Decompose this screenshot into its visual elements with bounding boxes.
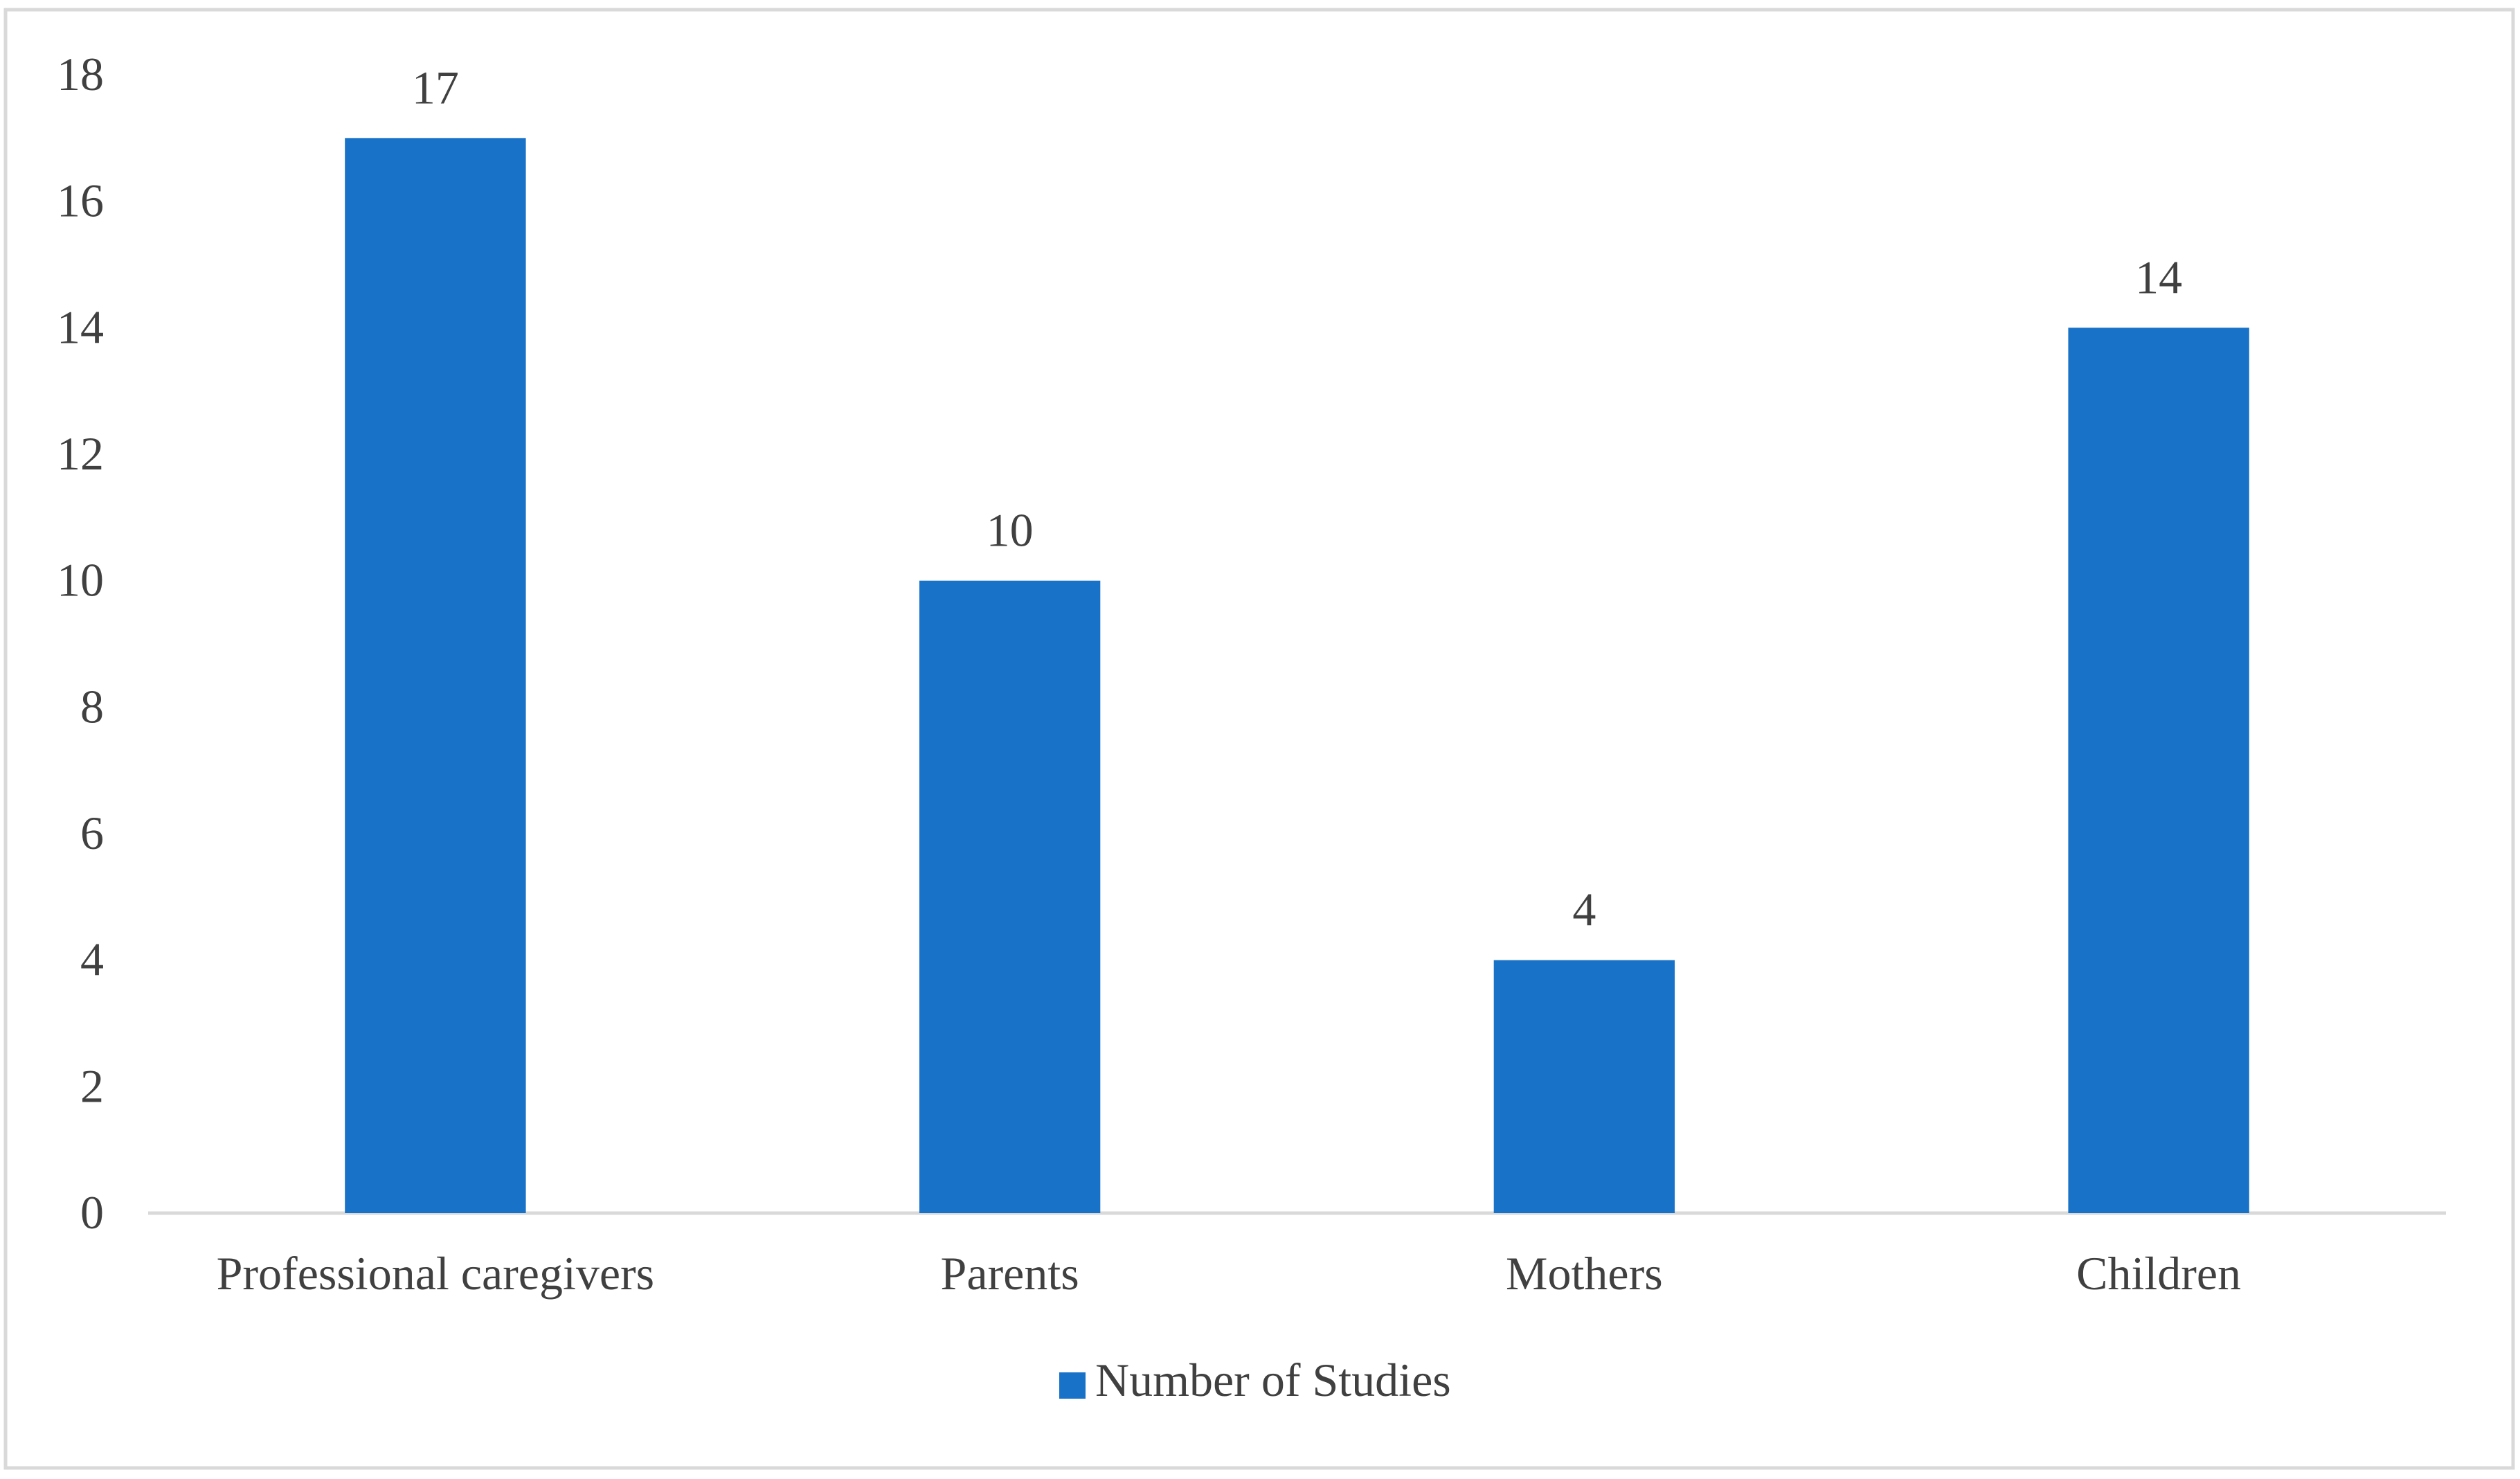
y-tick-label: 14 [57,301,104,353]
y-tick-label: 16 [57,174,104,227]
bar [2068,328,2249,1213]
legend-swatch [1059,1372,1086,1399]
data-label: 14 [2135,251,2182,303]
bar [345,138,526,1213]
y-axis-ticks: 0 2 4 6 8 10 12 14 16 18 [57,48,104,1239]
data-label: 10 [987,504,1034,557]
y-tick-label: 12 [57,427,104,480]
y-tick-label: 8 [80,680,104,733]
data-label: 17 [412,61,459,114]
bars [345,138,2249,1213]
y-tick-label: 2 [80,1059,104,1112]
bar [1493,960,1675,1213]
data-labels: 17 10 4 14 [412,61,2182,935]
y-tick-label: 6 [80,807,104,859]
x-tick-label: Parents [941,1247,1079,1300]
bar [919,580,1101,1213]
y-tick-label: 0 [80,1186,104,1239]
y-tick-label: 18 [57,48,104,100]
x-tick-label: Children [2076,1247,2241,1300]
y-tick-label: 4 [80,933,104,986]
x-axis-ticks: Professional caregivers Parents Mothers Chi… [217,1247,2242,1300]
x-tick-label: Professional caregivers [217,1247,655,1300]
y-tick-label: 10 [57,554,104,607]
legend: Number of Studies [1059,1354,1451,1406]
data-label: 4 [1572,884,1596,936]
x-tick-label: Mothers [1506,1247,1663,1300]
legend-label: Number of Studies [1095,1354,1451,1406]
